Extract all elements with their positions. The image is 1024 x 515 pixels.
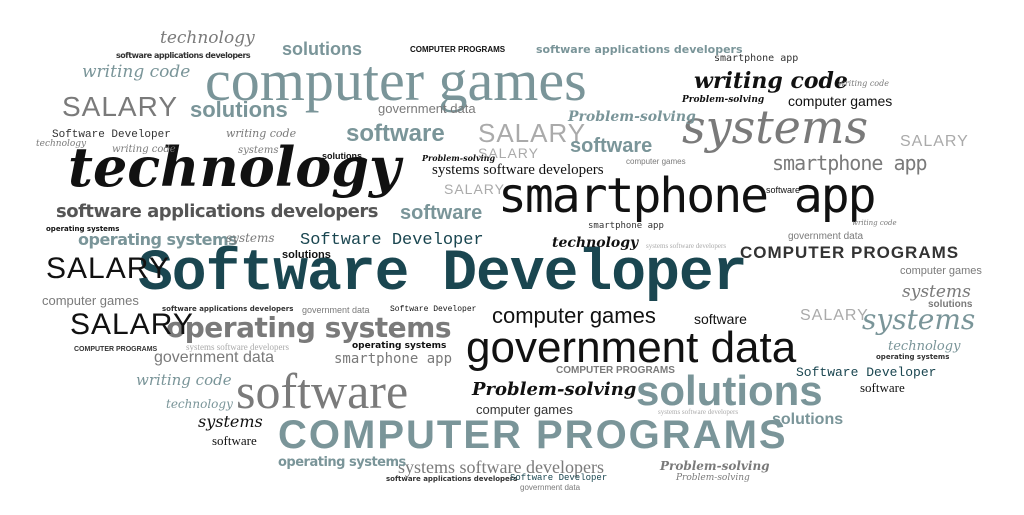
word-software-applications-developers-3: software applications developers [536,43,743,56]
word-systems-6: systems [238,145,279,156]
word-solutions-3: solutions [282,39,362,59]
word-technology-5: technology [166,397,233,411]
word-systems-software-developers-3: systems software developers [186,342,289,352]
word-problem-solving-4: Problem-solving [422,153,496,163]
word-software-developer-2: Software Developer [300,231,484,250]
word-software-applications-developers-2: software applications developers [116,51,251,60]
word-operating-systems-2: operating systems [78,230,238,249]
word-systems: systems [682,100,869,154]
word-smartphone-app-4: smartphone app [714,53,799,64]
word-computer-programs-5: COMPUTER PROGRAMS [74,346,158,353]
word-solutions-7: solutions [928,299,973,310]
word-software-applications-developers-4: software applications developers [162,305,294,313]
word-salary-8: SALARY [478,145,539,161]
word-systems-5: systems [226,231,275,245]
word-systems-3: systems [902,282,971,302]
word-software-applications-developers-5: software applications developers [386,475,518,483]
word-government-data-4: government data [788,231,864,242]
word-salary-4: SALARY [70,308,194,341]
word-systems-software-developers: systems software developers [398,457,604,477]
word-smartphone-app: smartphone app [498,168,877,224]
word-software: software [236,363,409,419]
word-software-3: software [400,202,483,224]
word-computer-programs-4: COMPUTER PROGRAMS [556,365,675,376]
word-computer-games-7: computer games [626,157,686,166]
word-government-data-5: government data [302,305,370,315]
word-writing-code-7: writing code [852,219,897,227]
word-salary-6: SALARY [900,133,969,150]
word-operating-systems-3: operating systems [278,455,406,470]
word-systems-software-developers-4: systems software developers [646,242,727,250]
word-computer-games: computer games [205,48,587,113]
word-computer-games-2: computer games [492,303,656,328]
word-government-data-3: government data [378,101,476,116]
word-problem-solving-5: Problem-solving [660,459,770,473]
word-technology-4: technology [888,339,961,354]
word-software-6: software [212,433,257,448]
word-software-4: software [570,135,653,157]
word-writing-code: writing code [694,68,848,94]
word-computer-programs-3: COMPUTER PROGRAMS [410,45,506,54]
word-writing-code-4: writing code [226,127,297,140]
word-computer-games-4: computer games [42,293,139,308]
word-solutions-5: solutions [282,249,331,261]
word-computer-games-3: computer games [788,93,893,109]
word-software-8: software [766,185,801,195]
word-operating-systems-4: operating systems [352,341,447,351]
word-writing-code-2: writing code [82,62,191,82]
word-writing-code-6: writing code [838,79,889,88]
word-writing-code-3: writing code [136,371,232,389]
word-government-data: government data [466,323,797,372]
word-technology-2: technology [160,28,255,48]
word-smartphone-app-2: smartphone app [772,151,928,175]
word-smartphone-app-3: smartphone app [334,351,453,367]
word-computer-programs-2: COMPUTER PROGRAMS [740,243,960,262]
word-computer-games-6: computer games [900,265,982,277]
word-systems-software-developers-5: systems software developers [658,408,739,416]
word-systems-software-developers-2: systems software developers [432,162,604,178]
word-salary-3: SALARY [46,252,170,285]
word-problem-solving-2: Problem-solving [568,109,696,125]
word-computer-programs: COMPUTER PROGRAMS [278,413,788,457]
word-salary-5: SALARY [444,181,505,197]
word-technology-6: technology [36,139,87,149]
word-problem-solving-3: Problem-solving [682,95,765,105]
word-operating-systems: operating systems [166,311,451,344]
word-technology-3: technology [552,235,639,251]
word-software-developer-6: Software Developer [390,305,477,314]
word-problem-solving-6: Problem-solving [676,473,750,483]
word-software-developer-5: Software Developer [510,473,608,483]
word-salary-2: SALARY [478,118,587,148]
word-solutions-6: solutions [322,151,362,161]
word-systems-4: systems [198,412,263,431]
word-problem-solving: Problem-solving [472,379,637,400]
word-operating-systems-5: operating systems [46,225,120,233]
word-software-7: software [860,380,905,395]
word-solutions: solutions [636,367,823,414]
word-government-data-2: government data [154,349,275,366]
word-software-applications-developers: software applications developers [56,201,378,222]
word-operating-systems-6: operating systems [876,353,950,361]
word-government-data-6: government data [520,483,581,492]
word-solutions-4: solutions [772,411,844,428]
word-solutions-2: solutions [190,97,288,122]
word-salary: SALARY [62,91,178,122]
word-software-5: software [694,311,747,327]
word-systems-2: systems [862,303,976,336]
word-software-developer: Software Developer [138,242,748,307]
word-software-developer-3: Software Developer [796,365,937,380]
word-software-developer-4: Software Developer [52,129,171,141]
word-computer-games-5: computer games [476,402,573,417]
word-salary-7: SALARY [800,307,869,324]
word-software-2: software [346,120,445,147]
word-smartphone-app-5: smartphone app [588,221,664,231]
word-technology: technology [68,135,401,199]
word-writing-code-5: writing code [112,144,176,155]
